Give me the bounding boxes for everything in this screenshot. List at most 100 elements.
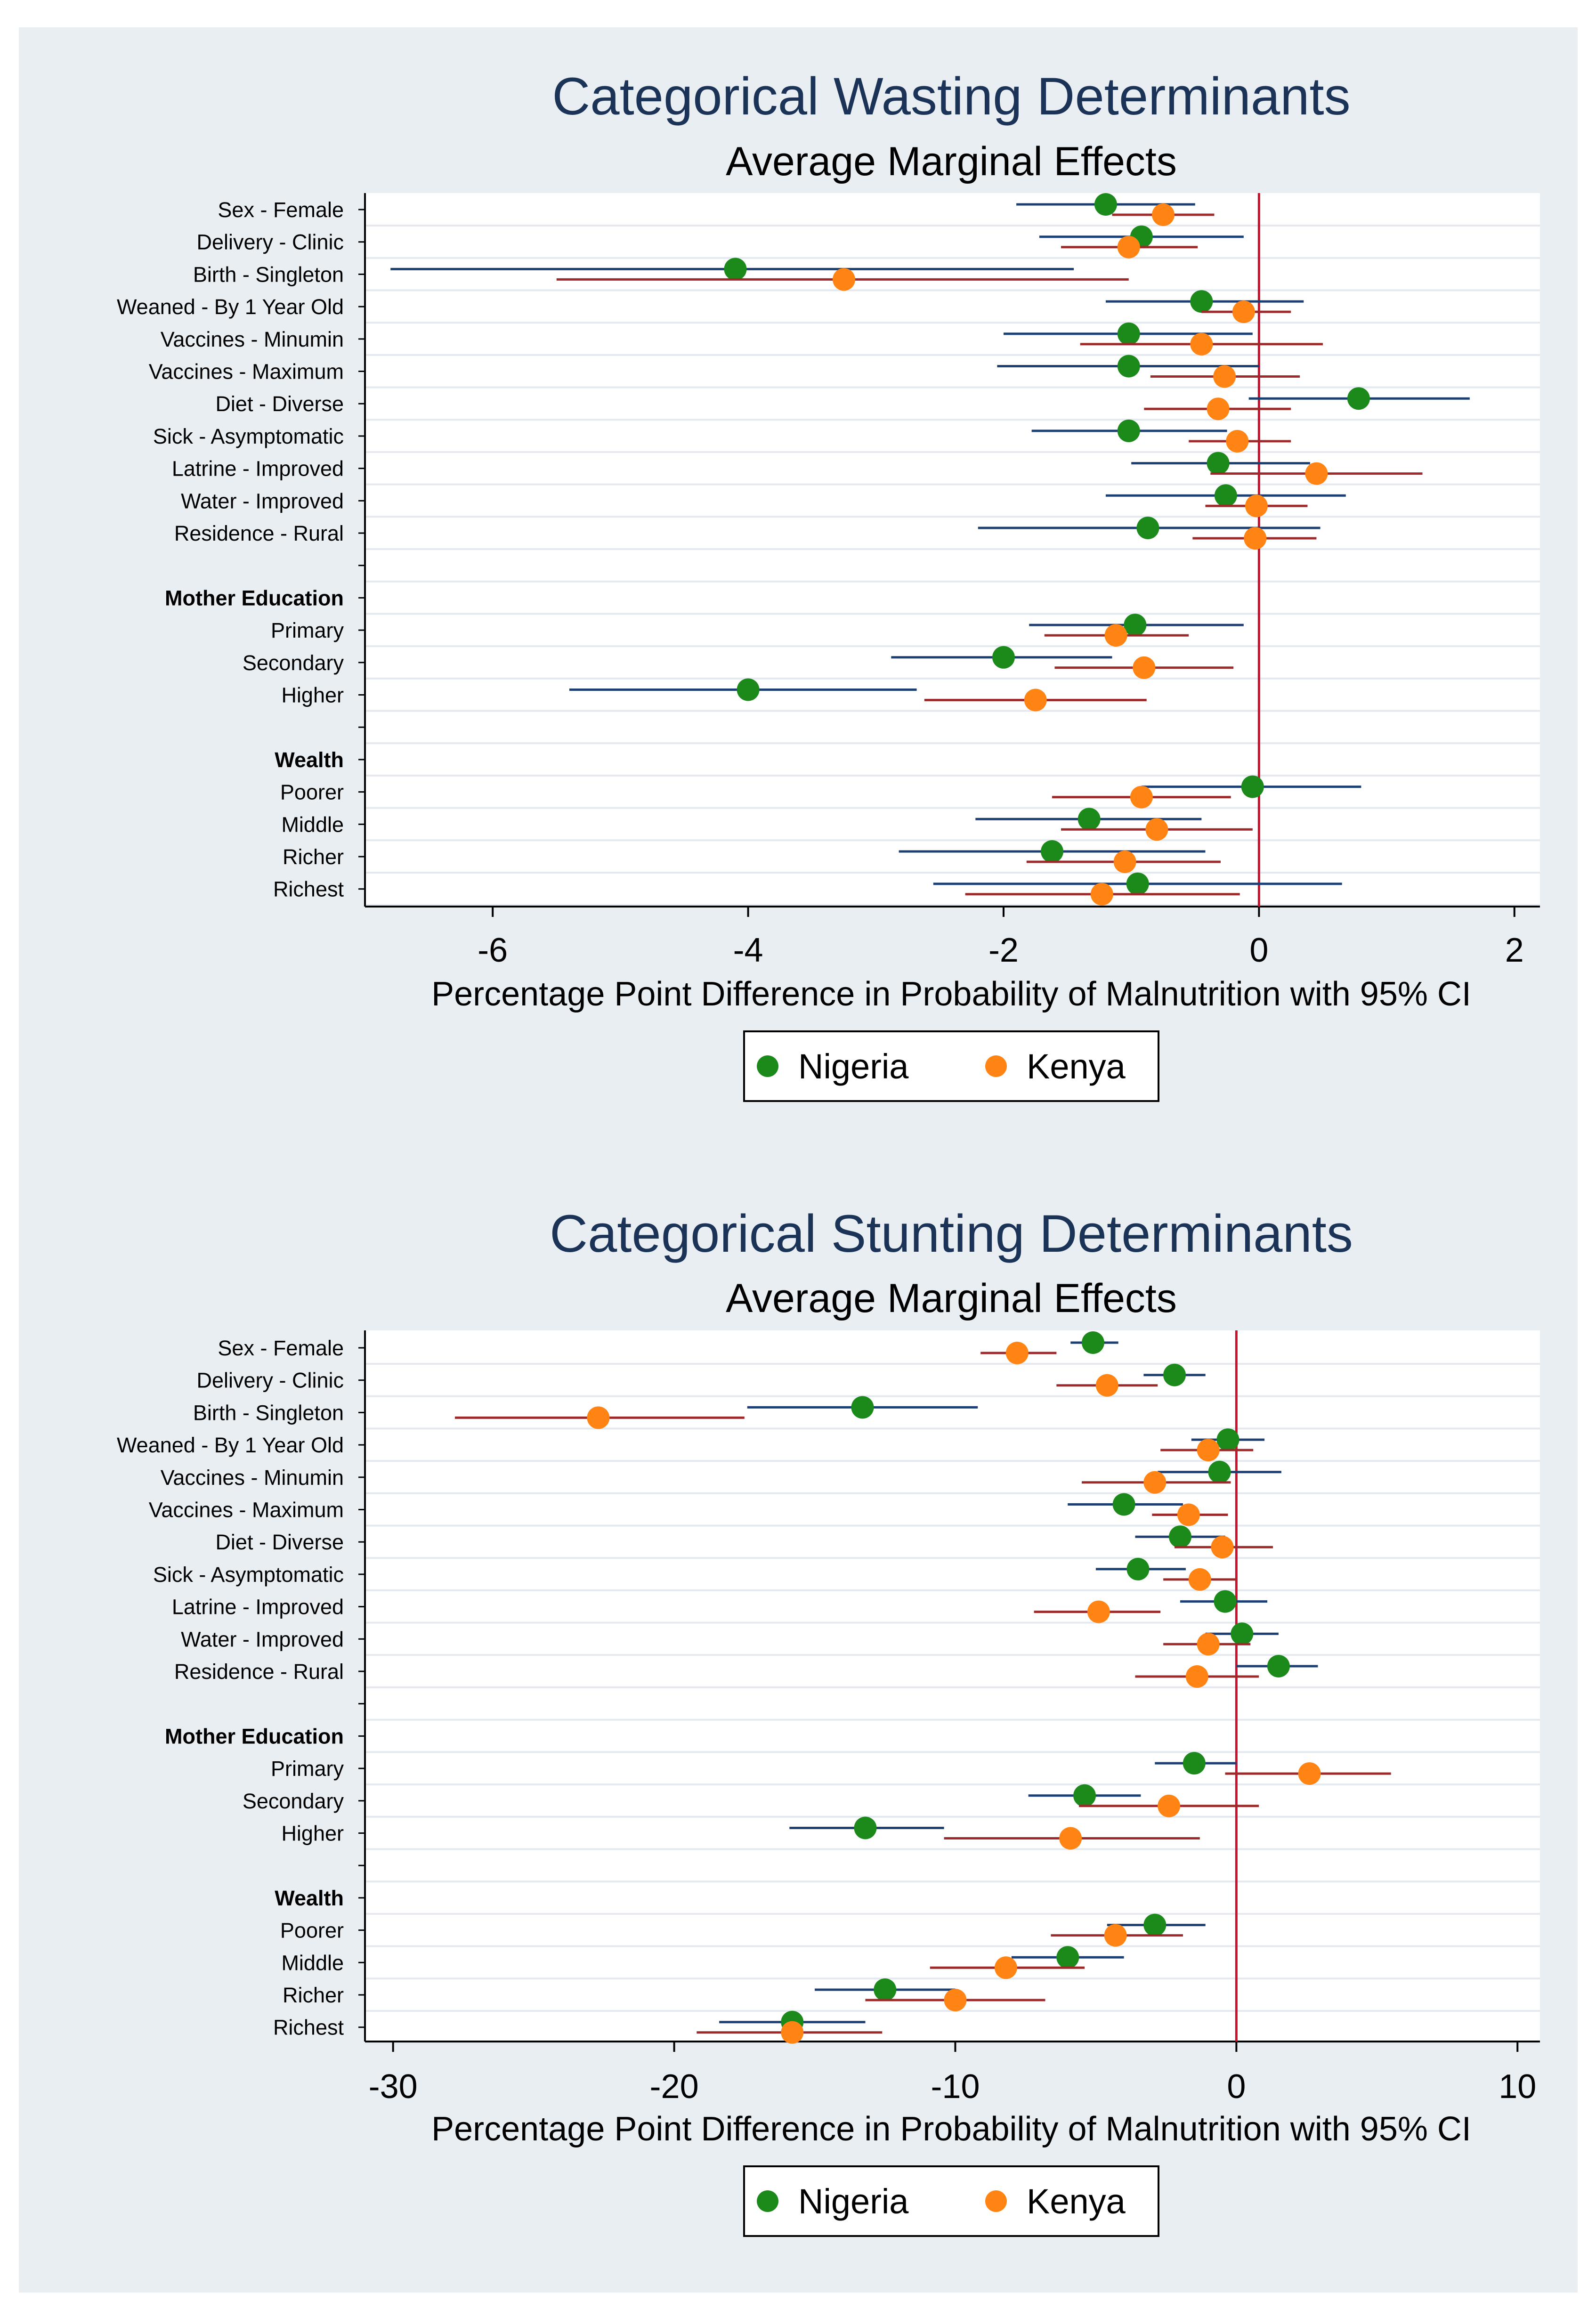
group-header-label: Wealth [275,1886,344,1910]
nigeria-estimate-point [854,1816,877,1839]
y-tick-label: Middle [281,812,344,836]
nigeria-estimate-point [1117,355,1140,378]
x-tick-label: -30 [369,2068,418,2106]
kenya-estimate-point [1298,1762,1321,1785]
y-tick-label: Richer [283,845,344,869]
kenya-estimate-point [1145,818,1168,841]
nigeria-estimate-point [1094,193,1117,216]
x-tick-label: 0 [1227,2068,1246,2106]
legend-nigeria-marker [757,2190,778,2212]
group-header-label: Mother Education [165,586,344,610]
group-header-label: Mother Education [165,1724,344,1748]
y-tick-label: Residence - Rural [174,521,344,545]
y-tick-label: Delivery - Clinic [196,1369,344,1393]
kenya-estimate-point [1211,1536,1234,1559]
y-tick-label: Weaned - By 1 Year Old [117,295,344,319]
stunting-legend: Nigeria Kenya [743,2165,1159,2237]
y-tick-label: Residence - Rural [174,1660,344,1684]
stunting-plot-area: Sex - Female Delivery - Clinic Birth - Sin… [117,1330,1540,2106]
y-tick-label: Richer [283,1983,344,2007]
y-tick-label: Delivery - Clinic [196,230,344,254]
kenya-estimate-point [1117,235,1140,259]
y-tick-label: Sex - Female [218,198,344,222]
kenya-estimate-point [1087,1600,1110,1623]
stunting-panel: Categorical Stunting Determinants Averag… [117,1204,1540,2237]
nigeria-estimate-point [1241,775,1264,798]
kenya-estimate-point [1226,429,1249,453]
y-tick-label: Secondary [243,1789,344,1813]
kenya-estimate-point [1143,1471,1167,1494]
x-tick-label: -2 [988,932,1019,969]
plot-background [365,1330,1540,2042]
kenya-estimate-point [1245,494,1268,518]
nigeria-estimate-point [1267,1655,1290,1677]
nigeria-estimate-point [1214,484,1237,507]
nigeria-estimate-point [1117,322,1140,345]
x-tick-label: -6 [478,932,508,969]
stunting-subtitle: Average Marginal Effects [726,1276,1177,1321]
y-tick-label: Primary [271,1757,344,1781]
nigeria-estimate-point [1208,1460,1231,1483]
nigeria-estimate-point [1124,614,1147,637]
kenya-estimate-point [1024,689,1047,712]
legend-kenya-marker [985,2190,1007,2212]
nigeria-estimate-point [1347,387,1370,410]
kenya-estimate-point [1133,656,1156,679]
y-tick-label: Poorer [280,780,344,804]
legend-nigeria-label: Nigeria [798,1047,909,1086]
wasting-legend-box [743,1030,1159,1102]
nigeria-estimate-point [737,678,760,701]
kenya-estimate-point [1104,1924,1127,1947]
nigeria-estimate-point [1214,1590,1237,1613]
y-tick-label: Diet - Diverse [215,1530,344,1554]
wasting-panel: Categorical Wasting Determinants Average… [117,67,1540,1102]
y-tick-label: Sick - Asymptomatic [153,1563,344,1587]
kenya-estimate-point [1213,365,1236,388]
y-tick-label: Water - Improved [181,1627,344,1651]
nigeria-estimate-point [1190,290,1213,313]
group-header-label: Wealth [275,748,344,772]
nigeria-estimate-point [1168,1525,1191,1548]
kenya-estimate-point [1059,1827,1082,1850]
legend-nigeria-label: Nigeria [798,2182,909,2221]
kenya-estimate-point [1305,462,1328,485]
nigeria-estimate-point [1126,1557,1150,1580]
x-tick-label: 0 [1249,932,1268,969]
stunting-legend-box [743,2165,1159,2237]
y-tick-label: Water - Improved [181,489,344,513]
kenya-estimate-point [781,2021,804,2044]
stunting-x-axis-label: Percentage Point Difference in Probabili… [431,2110,1471,2148]
y-tick-label: Higher [281,1822,344,1846]
wasting-legend: Nigeria Kenya [743,1030,1159,1102]
y-tick-label: Richest [273,877,344,901]
nigeria-estimate-point [1041,840,1064,863]
y-tick-label: Weaned - By 1 Year Old [117,1433,344,1457]
legend-kenya-label: Kenya [1027,2182,1126,2221]
kenya-estimate-point [1207,397,1230,421]
x-tick-label: 10 [1499,2068,1536,2106]
kenya-estimate-point [944,1989,967,2011]
x-tick-label: 2 [1505,932,1524,969]
y-tick-label: Vaccines - Minumin [161,327,344,351]
y-tick-label: Birth - Singleton [193,262,344,286]
nigeria-estimate-point [1081,1331,1104,1354]
wasting-x-axis-label: Percentage Point Difference in Probabili… [431,975,1471,1013]
nigeria-estimate-point [724,258,747,281]
y-tick-label: Higher [281,683,344,707]
y-tick-label: Diet - Diverse [215,392,344,416]
kenya-estimate-point [1130,786,1153,809]
wasting-subtitle: Average Marginal Effects [726,139,1177,184]
legend-nigeria-marker [757,1055,778,1077]
nigeria-estimate-point [1126,872,1149,895]
nigeria-estimate-point [874,1978,897,2001]
kenya-estimate-point [1151,203,1175,226]
nigeria-estimate-point [1143,1913,1167,1936]
kenya-estimate-point [1244,527,1267,550]
nigeria-estimate-point [1207,452,1230,475]
kenya-estimate-point [587,1406,610,1429]
nigeria-estimate-point [1163,1363,1186,1386]
y-tick-label: Middle [281,1951,344,1975]
y-tick-label: Richest [273,2016,344,2040]
stunting-title: Categorical Stunting Determinants [550,1204,1353,1263]
